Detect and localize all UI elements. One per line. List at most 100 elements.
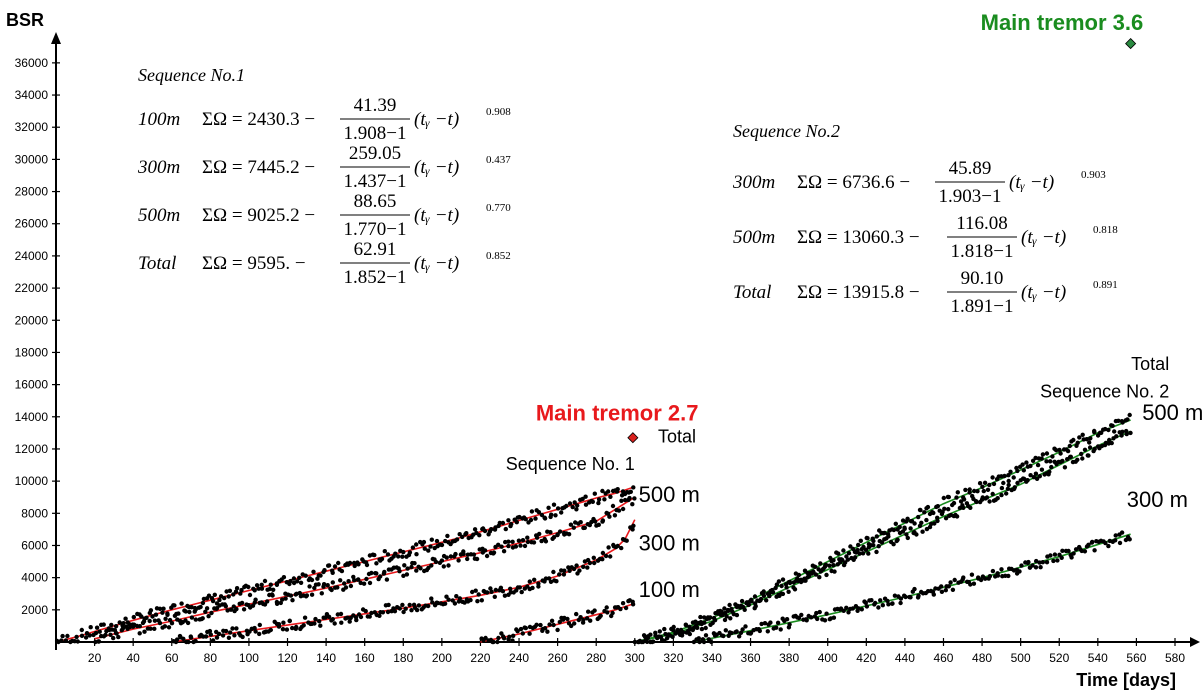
data-point [919,520,924,525]
data-point [500,520,506,526]
data-point [623,605,629,611]
data-point [442,601,448,606]
data-point [570,504,575,510]
data-point [402,563,407,568]
data-point [551,535,557,540]
data-point [655,635,660,640]
equation-heading: Sequence No.2 [733,121,840,141]
x-tick-label: 160 [355,651,375,665]
data-point [939,589,945,594]
data-point [367,580,373,586]
data-point [372,552,377,558]
data-point [905,535,910,541]
data-point [241,607,247,612]
data-point [770,590,776,595]
data-point [321,582,327,587]
data-point [581,617,586,623]
x-tick-label: 540 [1088,651,1108,665]
data-point [729,630,734,636]
data-point [1030,563,1035,568]
data-point [223,604,228,609]
data-point [382,549,387,554]
data-point [160,610,165,615]
data-point [758,598,763,603]
data-point [753,604,758,609]
data-point [309,592,315,597]
data-point [627,495,632,501]
data-point [1033,565,1039,570]
data-point [393,551,398,556]
y-tick-label: 24000 [15,249,49,263]
data-point [414,607,420,613]
data-point [364,562,370,568]
data-point [325,583,330,588]
data-point [786,589,791,594]
data-point [83,635,89,640]
data-point [1116,418,1121,423]
data-point [585,565,590,570]
data-point [583,494,588,499]
data-point [1088,436,1093,441]
data-point [648,632,653,637]
data-point [1051,558,1056,564]
data-point [1125,417,1130,422]
data-point [728,616,733,621]
data-point [746,602,751,608]
data-point [141,619,147,624]
curve-label: Sequence No. 1 [506,454,635,474]
data-point [822,564,828,569]
data-point [619,545,624,551]
data-point [616,508,622,513]
data-point [409,608,414,613]
data-point [780,591,786,597]
data-point [116,634,121,640]
data-point [912,521,917,526]
data-point [827,563,832,568]
data-point [761,593,767,598]
data-point [421,539,427,545]
data-point [147,618,152,624]
data-point [817,575,822,580]
data-point [574,611,579,617]
equation-numerator: 259.05 [349,143,401,164]
data-point [330,580,335,585]
data-point [670,634,675,639]
data-point [813,572,819,577]
data-point [723,628,728,633]
data-point [262,578,268,584]
data-point [304,593,310,598]
data-point [892,593,898,598]
data-point [206,614,211,619]
equation-denominator: 1.908−1 [344,123,407,144]
data-point [553,513,558,518]
data-point [153,612,159,617]
data-point [939,584,944,589]
data-point [410,545,416,550]
data-point [787,579,792,585]
data-point [653,630,658,635]
data-point [1048,553,1053,558]
data-point [460,534,465,540]
equation-heading: Sequence No.1 [138,65,245,85]
data-point [288,593,294,598]
equation-label: 100m [138,109,180,130]
x-tick-label: 180 [393,651,413,665]
data-point [456,558,461,563]
data-point [1069,555,1074,560]
data-point [74,634,79,640]
data-point [1117,540,1123,546]
data-point [752,594,758,599]
data-point [351,574,356,580]
data-point [865,536,870,541]
data-point [157,606,163,611]
data-point [804,618,809,623]
data-point [824,611,829,616]
data-point [961,505,966,510]
data-point [295,579,300,584]
data-point [908,595,913,600]
data-point [412,561,417,566]
data-point [97,629,102,634]
data-point [1015,468,1020,474]
data-point [509,521,514,527]
